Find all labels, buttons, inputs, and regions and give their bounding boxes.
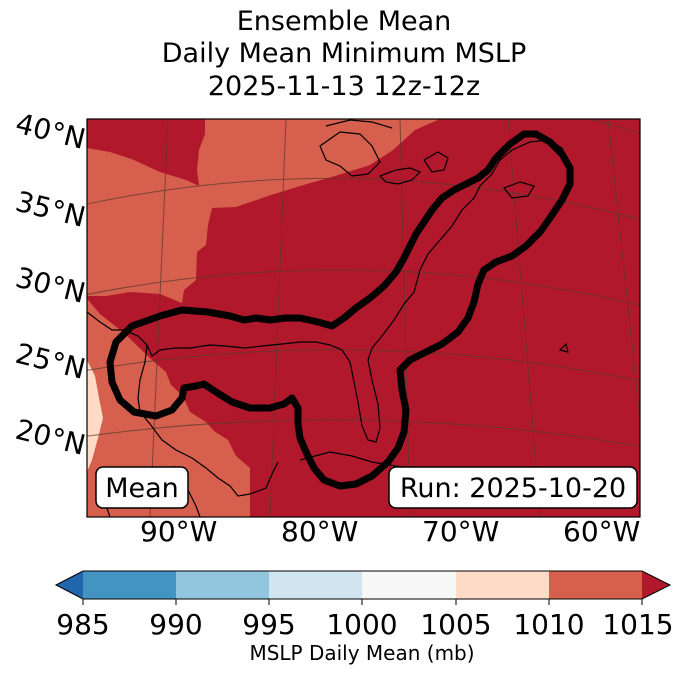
lon-label-60w: 60°W — [563, 515, 640, 548]
colorbar-tick-990: 990 — [149, 608, 202, 641]
colorbar-tick-985: 985 — [56, 608, 109, 641]
colorbar-tick-1010: 1010 — [513, 608, 584, 641]
lat-label-35: 35°N — [12, 185, 88, 234]
colorbar-bin-990-995 — [176, 571, 269, 599]
colorbar-under-arrow — [56, 571, 83, 599]
mean-label-box — [95, 466, 189, 509]
run-label: Run: 2025-10-20 — [400, 473, 626, 504]
colorbar-tick-1005: 1005 — [420, 608, 491, 641]
chart-title-line-2: Daily Mean Minimum MSLP — [161, 38, 527, 69]
lat-label-25: 25°N — [12, 337, 88, 386]
colorbar-bin-1000-1005 — [362, 571, 456, 599]
pressure-contour-1015 — [106, 130, 574, 490]
colorbar-tick-995: 995 — [242, 608, 295, 641]
pressure-field-1005 — [87, 360, 103, 472]
colorbar-bin-995-1000 — [269, 571, 362, 599]
colorbar-over-arrow — [642, 571, 670, 599]
colorbar-bin-1010-1015 — [549, 571, 642, 599]
colorbar-tick-1015: 1015 — [602, 608, 673, 641]
lat-label-40: 40°N — [12, 107, 88, 156]
lon-label-70w: 70°W — [422, 515, 499, 548]
chart-title-line-3: 2025-11-13 12z-12z — [207, 71, 481, 102]
lat-label-30: 30°N — [12, 261, 88, 310]
colorbar: 985 990 995 1000 1005 1010 1015 MSLP Dai… — [54, 570, 674, 665]
lon-label-90w: 90°W — [140, 515, 217, 548]
colorbar-label: MSLP Daily Mean (mb) — [249, 641, 474, 665]
mean-label: Mean — [105, 473, 179, 504]
pressure-field-1015-main — [87, 119, 640, 517]
chart-title-line-1: Ensemble Mean — [236, 6, 452, 37]
colorbar-bin-985-990 — [83, 571, 176, 599]
run-label-box — [388, 466, 638, 509]
map-panel — [87, 119, 640, 517]
pressure-field-1015-north — [87, 119, 205, 186]
lon-label-80w: 80°W — [281, 515, 358, 548]
map-frame — [86, 118, 641, 518]
colorbar-tick-1000: 1000 — [326, 608, 397, 641]
colorbar-bin-1005-1010 — [456, 571, 549, 599]
lat-label-20: 20°N — [12, 413, 88, 462]
